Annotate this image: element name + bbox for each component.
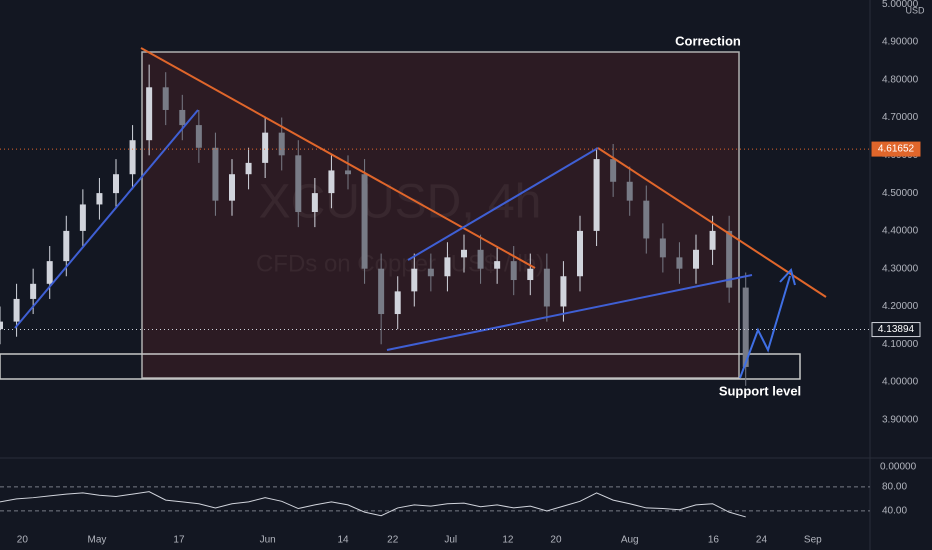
candle-body xyxy=(610,159,617,182)
candle-body xyxy=(676,257,683,269)
candle-body xyxy=(643,200,650,239)
x-tick-label: Jul xyxy=(444,535,457,546)
support-box xyxy=(0,353,801,380)
candle-body xyxy=(510,261,517,281)
rsi-tick-label: 80.00 xyxy=(882,481,907,492)
y-tick-label: 3.90000 xyxy=(882,414,919,425)
candle-body xyxy=(262,132,269,163)
x-tick-label: 17 xyxy=(173,535,185,546)
rsi-scale-label: 0.00000 xyxy=(880,462,917,473)
candle-body xyxy=(79,204,86,231)
candle-body xyxy=(593,159,600,231)
candle-body xyxy=(129,140,136,175)
arrow-head xyxy=(779,267,796,286)
correction-label: Correction xyxy=(675,33,741,48)
candle-body xyxy=(411,268,418,292)
price-tag xyxy=(871,322,921,338)
candle-body xyxy=(461,249,467,258)
candle-body xyxy=(709,230,716,250)
candle-body xyxy=(494,261,501,269)
y-tick-label: 5.00000 xyxy=(882,0,919,10)
support-label: Support level xyxy=(719,383,801,398)
candle-body xyxy=(378,268,385,315)
rsi-tick-label: 40.00 xyxy=(882,506,907,517)
trend-line xyxy=(140,47,536,269)
x-tick-label: 22 xyxy=(387,535,399,546)
y-tick-label: 4.90000 xyxy=(882,37,919,48)
candle-body xyxy=(477,249,484,269)
y-tick-label: 4.20000 xyxy=(882,301,919,312)
trend-line xyxy=(386,274,753,351)
candle-body xyxy=(427,268,434,277)
y-tick-label: 4.10000 xyxy=(882,339,919,350)
x-tick-label: 20 xyxy=(550,535,562,546)
candle-body xyxy=(295,155,302,213)
candle-body xyxy=(659,238,666,258)
candle-body xyxy=(626,181,633,201)
trend-line xyxy=(407,147,599,261)
y-tick-label: 4.40000 xyxy=(882,226,919,237)
candle-body xyxy=(726,230,733,288)
x-tick-label: Jun xyxy=(260,535,276,546)
candle-body xyxy=(345,170,351,175)
candle-body xyxy=(693,249,699,269)
candle-body xyxy=(162,87,169,110)
candle-body xyxy=(113,174,119,194)
x-tick-label: Aug xyxy=(621,535,639,546)
candle-body xyxy=(311,193,318,213)
price-tag xyxy=(871,141,921,157)
candle-body xyxy=(742,287,749,367)
x-tick-label: 20 xyxy=(17,535,29,546)
candle-body xyxy=(30,283,37,299)
y-tick-label: 4.80000 xyxy=(882,74,919,85)
trend-line xyxy=(14,109,199,329)
y-tick-label: 4.00000 xyxy=(882,377,919,388)
rsi-line xyxy=(0,491,746,518)
y-tick-label: 4.30000 xyxy=(882,263,919,274)
candle-body xyxy=(444,257,451,277)
candle-body xyxy=(0,321,3,330)
x-tick-label: 14 xyxy=(337,535,349,546)
candle-body xyxy=(46,261,53,284)
y-tick-label: 4.50000 xyxy=(882,188,919,199)
candle-body xyxy=(328,170,335,194)
x-tick-label: May xyxy=(87,535,106,546)
candle-body xyxy=(146,87,153,141)
candle-body xyxy=(13,298,20,322)
symbol-watermark: XCUUSD, 4h xyxy=(259,176,542,229)
x-tick-label: 12 xyxy=(502,535,514,546)
candle-body xyxy=(96,193,103,205)
candle-body xyxy=(361,174,368,269)
candle-body xyxy=(195,125,202,148)
candle-body xyxy=(63,230,70,262)
y-tick-label: 4.70000 xyxy=(882,112,919,123)
candle-body xyxy=(394,291,401,315)
candle-body xyxy=(229,174,235,201)
candle-body xyxy=(543,268,550,307)
candle-body xyxy=(212,147,219,201)
projection-arrow xyxy=(739,275,791,379)
x-tick-label: Sep xyxy=(804,535,822,546)
candle-body xyxy=(527,268,534,281)
candle-body xyxy=(577,230,583,277)
x-tick-label: 16 xyxy=(708,535,720,546)
correction-box xyxy=(141,51,740,379)
candles xyxy=(0,64,749,386)
x-tick-label: 24 xyxy=(756,535,768,546)
candle-body xyxy=(179,109,186,126)
price-tag-label: 4.13894 xyxy=(878,324,915,335)
price-tag-label: 4.61652 xyxy=(878,144,915,155)
candle-body xyxy=(278,132,285,156)
candle-body xyxy=(560,276,567,307)
currency-label: USD xyxy=(905,5,925,15)
candle-body xyxy=(245,162,252,175)
